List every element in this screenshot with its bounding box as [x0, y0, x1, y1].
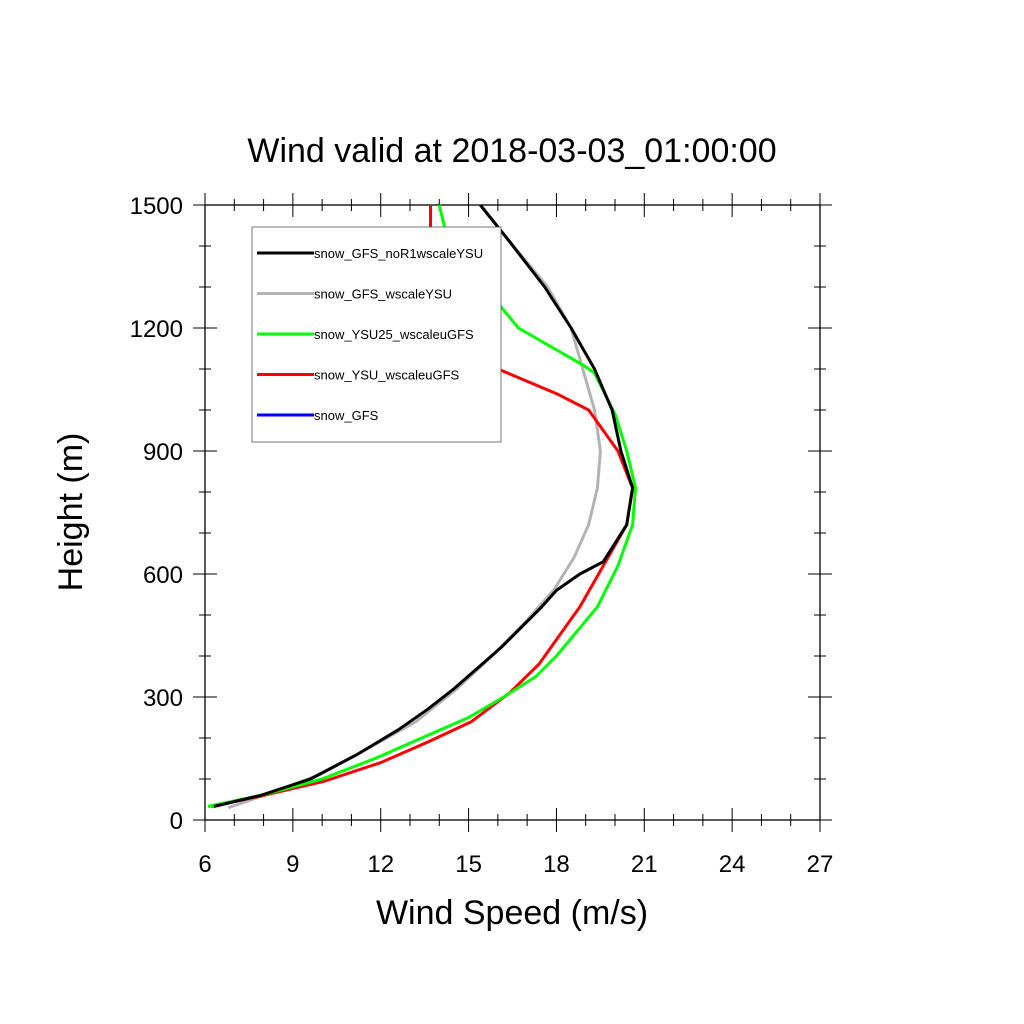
y-axis: 0 300 600 900 1200 1500	[130, 193, 832, 835]
y-tick-label: 900	[143, 439, 183, 466]
series-lines	[207, 204, 637, 810]
series-line-snow-gfs-nor1wscaleysu	[213, 204, 635, 808]
legend-label: snow_YSU_wscaleuGFS	[314, 368, 460, 383]
x-axis: 6 9 12 15 18 21 24 27	[198, 193, 833, 878]
x-tick-label: 27	[807, 851, 834, 878]
y-tick-label: 0	[170, 808, 183, 835]
y-tick-label: 300	[143, 685, 183, 712]
chart-title: Wind valid at 2018-03-03_01:00:00	[247, 132, 776, 170]
legend-label: snow_GFS_noR1wscaleYSU	[314, 246, 483, 261]
x-tick-label: 15	[455, 851, 482, 878]
x-tick-label: 24	[719, 851, 746, 878]
x-tick-label: 12	[367, 851, 394, 878]
x-axis-title: Wind Speed (m/s)	[376, 894, 648, 932]
plot-frame	[204, 204, 821, 821]
legend: snow_GFS_noR1wscaleYSU snow_GFS_wscaleYSU…	[251, 226, 502, 443]
legend-label: snow_GFS	[314, 408, 379, 423]
y-axis-title: Height (m)	[52, 433, 90, 592]
series-line-snow-ysu25-wscaleugfs	[207, 204, 637, 808]
legend-label: snow_GFS_wscaleYSU	[314, 287, 452, 302]
x-tick-label: 21	[631, 851, 658, 878]
y-tick-label: 600	[143, 562, 183, 589]
plot-border	[204, 204, 821, 821]
x-tick-label: 18	[543, 851, 570, 878]
y-tick-label: 1500	[130, 193, 183, 220]
y-tick-label: 1200	[130, 316, 183, 343]
legend-label: snow_YSU25_wscaleuGFS	[314, 327, 474, 342]
x-tick-label: 9	[286, 851, 299, 878]
x-tick-label: 6	[198, 851, 211, 878]
